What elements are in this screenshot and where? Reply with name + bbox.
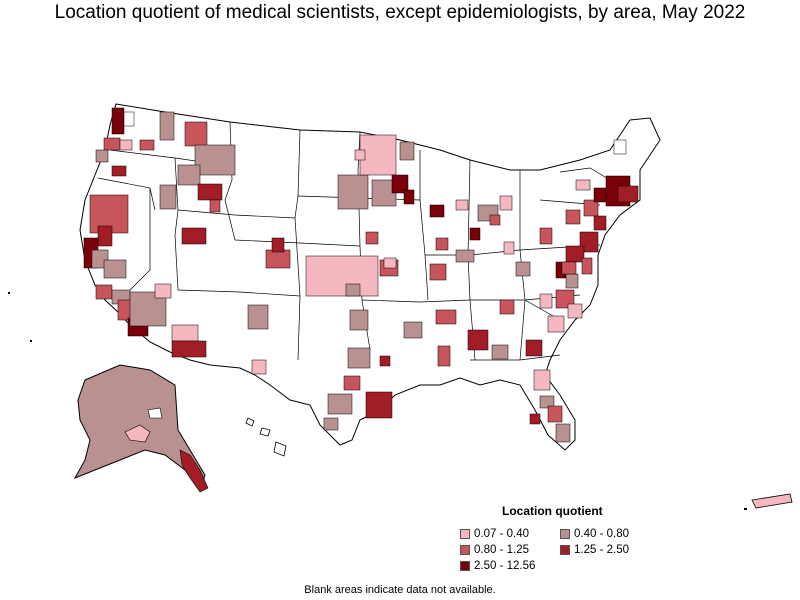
legend-swatch-5 xyxy=(460,561,470,571)
puerto-rico xyxy=(751,493,793,509)
alaska-area-low xyxy=(124,424,151,443)
legend-label-3: 0.80 - 1.25 xyxy=(474,544,529,556)
legend-item-4: 1.25 - 2.50 xyxy=(560,544,629,556)
footnote: Blank areas indicate data not available. xyxy=(304,584,496,596)
legend-swatch-3 xyxy=(460,545,470,555)
legend-title: Location quotient xyxy=(502,504,603,518)
legend-item-5: 2.50 - 12.56 xyxy=(460,560,535,572)
legend-swatch-4 xyxy=(560,545,570,555)
legend-label-2: 0.40 - 0.80 xyxy=(574,528,629,540)
legend-label-4: 1.25 - 2.50 xyxy=(574,544,629,556)
outlying-islands xyxy=(8,292,747,510)
legend-label-5: 2.50 - 12.56 xyxy=(474,560,536,572)
legend-item-1: 0.07 - 0.40 xyxy=(460,528,529,540)
alaska-area-small xyxy=(147,407,163,419)
legend-item-3: 0.80 - 1.25 xyxy=(460,544,529,556)
alaska-panhandle xyxy=(179,449,209,493)
metro-areas xyxy=(83,107,639,443)
legend-item-2: 0.40 - 0.80 xyxy=(560,528,629,540)
legend-swatch-2 xyxy=(560,529,570,539)
hawaii-islands xyxy=(245,417,287,457)
map-title: Location quotient of medical scientists,… xyxy=(54,2,746,23)
legend-swatch-1 xyxy=(460,529,470,539)
legend-label-1: 0.07 - 0.40 xyxy=(474,528,529,540)
